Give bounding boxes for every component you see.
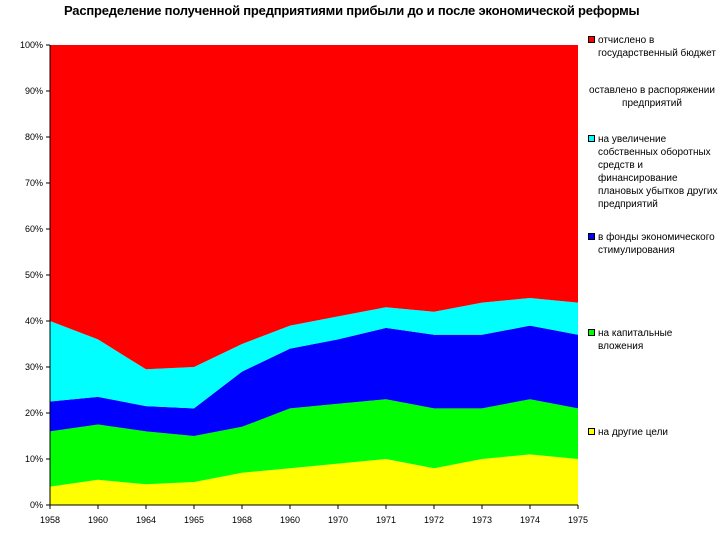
x-tick-label: 1973 bbox=[472, 515, 492, 525]
y-tick-label: 90% bbox=[25, 86, 43, 96]
legend-swatch-capital-investment bbox=[588, 329, 595, 336]
y-tick-label: 50% bbox=[25, 270, 43, 280]
y-tick-label: 100% bbox=[20, 40, 43, 50]
area-series-5 bbox=[50, 45, 578, 370]
legend-swatch-budget bbox=[588, 36, 595, 43]
legend-item-budget: отчислено в государственный бюджет bbox=[588, 34, 718, 60]
x-tick-label: 1970 bbox=[328, 515, 348, 525]
area-series-1 bbox=[50, 399, 578, 487]
x-tick-label: 1964 bbox=[136, 515, 156, 525]
area-series-2 bbox=[50, 325, 578, 436]
x-tick-label: 1960 bbox=[88, 515, 108, 525]
legend-item-incentive-funds: в фонды экономического стимулирования bbox=[588, 231, 718, 257]
y-tick-label: 10% bbox=[25, 454, 43, 464]
x-tick-label: 1974 bbox=[520, 515, 540, 525]
legend-item-working-capital: на увеличение собственных оборотных сред… bbox=[588, 133, 718, 211]
y-tick-label: 80% bbox=[25, 132, 43, 142]
legend-swatch-other bbox=[588, 428, 595, 435]
legend-label-incentive-funds: в фонды экономического стимулирования bbox=[598, 232, 715, 256]
y-tick-label: 40% bbox=[25, 316, 43, 326]
area-series-3 bbox=[50, 298, 578, 409]
x-tick-label: 1958 bbox=[40, 515, 60, 525]
legend-swatch-incentive-funds bbox=[588, 233, 595, 240]
legend-item-other: на другие цели bbox=[588, 426, 718, 439]
x-tick-label: 1968 bbox=[232, 515, 252, 525]
legend-label-other: на другие цели bbox=[598, 427, 668, 438]
legend-label-working-capital: на увеличение собственных оборотных сред… bbox=[598, 134, 718, 210]
y-tick-label: 0% bbox=[30, 500, 43, 510]
x-tick-label: 1971 bbox=[376, 515, 396, 525]
legend-swatch-working-capital bbox=[588, 135, 595, 142]
legend-item-retained: оставлено в распоряжении предприятий bbox=[584, 84, 720, 110]
legend-label-budget: отчислено в государственный бюджет bbox=[598, 35, 716, 59]
legend-item-capital-investment: на капитальные вложения bbox=[588, 327, 718, 353]
y-tick-label: 70% bbox=[25, 178, 43, 188]
area-series-0 bbox=[50, 454, 578, 505]
x-tick-label: 1972 bbox=[424, 515, 444, 525]
y-tick-label: 30% bbox=[25, 362, 43, 372]
legend-label-retained: оставлено в распоряжении предприятий bbox=[589, 85, 715, 109]
y-tick-label: 60% bbox=[25, 224, 43, 234]
x-tick-label: 1960 bbox=[280, 515, 300, 525]
x-tick-label: 1965 bbox=[184, 515, 204, 525]
x-tick-label: 1975 bbox=[568, 515, 588, 525]
chart-title: Распределение полученной предприятиями п… bbox=[64, 3, 640, 18]
y-tick-label: 20% bbox=[25, 408, 43, 418]
legend-label-capital-investment: на капитальные вложения bbox=[598, 328, 673, 352]
